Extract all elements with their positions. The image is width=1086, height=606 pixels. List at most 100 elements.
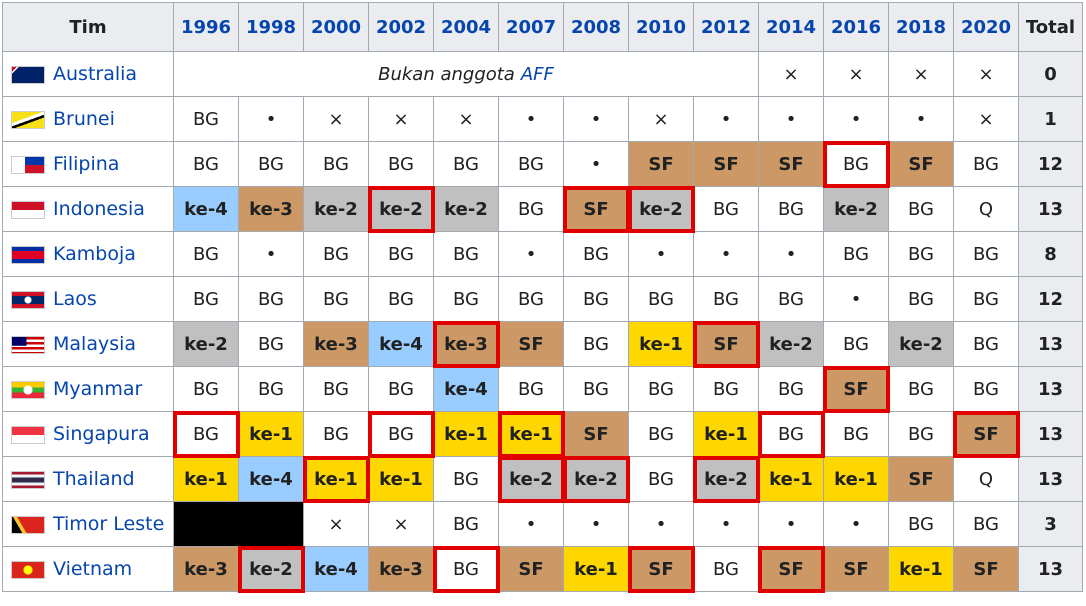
result-cell: BG [433,141,499,187]
total-cell: 3 [1018,501,1083,547]
result-cell: BG [368,141,434,187]
result-cell: • [498,501,564,547]
result-cell: ke-2 [823,186,889,232]
team-link[interactable]: Singapura [53,423,150,445]
result-cell: BG [628,276,694,322]
team-cell: Australia [2,51,174,97]
result-cell: • [758,501,824,547]
result-cell: ke-2 [758,321,824,367]
result-cell: × [368,96,434,142]
result-cell: BG [757,410,825,458]
team-row: Malaysia ke-2 BG ke-3 ke-4 ke-3 SF BG ke-1 SF ke-2… [2,320,1083,368]
result-cell: ke-2 [627,185,695,233]
result-cell: BG [888,366,954,412]
result-cell [173,501,304,547]
table-body: Australia Bukan anggota AFF × × × × 0 Brunei BG • ×… [2,51,1083,593]
result-cell: BG [173,231,239,277]
result-cell: • [693,501,759,547]
year-header: 2004 [433,2,499,52]
result-cell: • [693,96,759,142]
result-cell: × [303,501,369,547]
result-cell: ke-2 [888,321,954,367]
team-link[interactable]: Myanmar [53,378,143,400]
year-header: 2010 [628,2,694,52]
team-link[interactable]: Indonesia [53,198,145,220]
team-row: Brunei BG • × × × • • × • • • • × 1 [2,96,1083,142]
team-link[interactable]: Malaysia [53,333,137,355]
result-cell: ke-3 [173,546,239,592]
team-link[interactable]: Filipina [53,153,120,175]
result-cell: Q [953,186,1019,232]
team-cell: Timor Leste [2,501,174,547]
result-cell: × [953,96,1019,142]
result-cell: BG [953,276,1019,322]
team-link[interactable]: Brunei [53,108,115,130]
result-cell: SF [953,546,1019,592]
year-header: 2016 [823,2,889,52]
result-cell: BG [693,186,759,232]
team-link[interactable]: Australia [53,63,138,85]
result-cell: ke-4 [173,186,239,232]
year-header: 2008 [563,2,629,52]
team-cell: Kamboja [2,231,174,277]
result-cell: BG [433,501,499,547]
result-cell: BG [238,366,304,412]
result-cell: BG [758,186,824,232]
result-cell: SF [693,141,759,187]
result-cell: SF [498,321,564,367]
result-cell: ke-1 [368,456,434,502]
result-cell: SF [692,320,760,368]
team-cell: Malaysia [2,321,174,367]
team-cell: Myanmar [2,366,174,412]
result-cell: × [433,96,499,142]
result-cell: • [758,96,824,142]
team-link[interactable]: Kamboja [53,243,136,265]
result-cell: BG [498,276,564,322]
year-header: 1996 [173,2,239,52]
result-cell: BG [693,276,759,322]
result-cell: × [823,51,889,97]
result-cell: BG [823,411,889,457]
result-cell: ke-1 [497,410,565,458]
result-cell: SF [563,411,629,457]
flag-icon [11,336,45,354]
result-cell: • [563,141,629,187]
team-row: Australia Bukan anggota AFF × × × × 0 [2,51,1083,97]
total-cell: 13 [1018,546,1083,592]
team-link[interactable]: Timor Leste [53,513,165,535]
result-cell: SF [888,141,954,187]
result-cell: BG [563,276,629,322]
result-cell: SF [758,141,824,187]
note-link[interactable]: AFF [520,63,554,85]
team-row: Timor Leste × × BG • • • • • • BG BG 3 [2,501,1083,547]
team-cell: Laos [2,276,174,322]
team-link[interactable]: Vietnam [53,558,133,580]
result-cell: BG [563,321,629,367]
team-cell: Vietnam [2,546,174,592]
result-cell: SF [952,410,1020,458]
team-row: Laos BG BG BG BG BG BG BG BG BG BG • BG BG 12 [2,276,1083,322]
result-cell: ke-4 [238,456,304,502]
result-cell: BG [758,276,824,322]
result-cell: SF [888,456,954,502]
team-cell: Filipina [2,141,174,187]
team-link[interactable]: Thailand [53,468,135,490]
result-cell: BG [173,96,239,142]
result-cell: ke-1 [238,411,304,457]
result-cell: BG [433,231,499,277]
total-cell: 12 [1018,141,1083,187]
result-cell: BG [368,231,434,277]
result-cell: BG [628,411,694,457]
team-row: Indonesia ke-4 ke-3 ke-2 ke-2 ke-2 BG SF ke-2 BG B… [2,185,1083,233]
result-cell: × [953,51,1019,97]
result-cell: BG [368,276,434,322]
result-cell: ke-1 [302,455,370,503]
result-cell: BG [172,410,240,458]
team-link[interactable]: Laos [53,288,97,310]
result-cell: BG [173,276,239,322]
result-cell: BG [823,231,889,277]
result-cell: • [888,96,954,142]
result-cell: ke-2 [562,455,630,503]
result-cell: ke-4 [368,321,434,367]
note-cell: Bukan anggota AFF [173,51,759,97]
